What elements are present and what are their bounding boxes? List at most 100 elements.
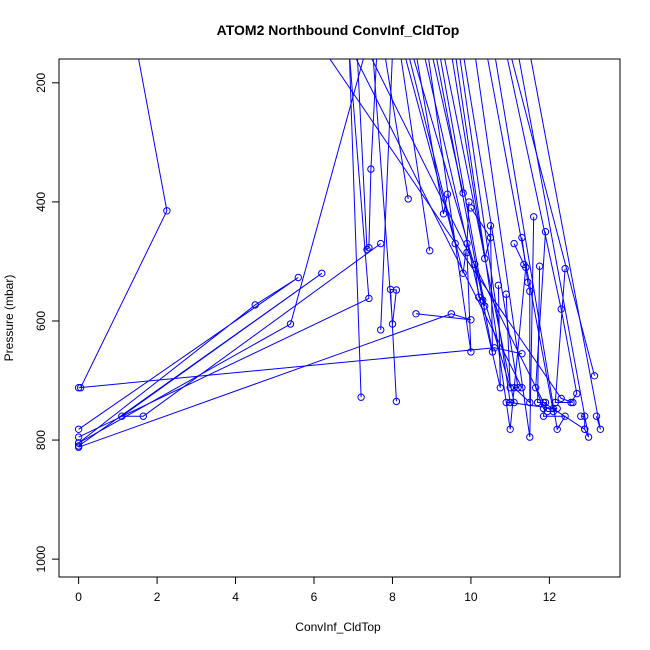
data-point [404,195,412,203]
data-point [447,310,455,318]
series-12 [385,59,412,203]
series-line [494,59,566,431]
series-line [444,59,515,403]
data-point [467,204,475,212]
series-10 [372,59,401,406]
series-4 [74,239,385,450]
data-point [541,398,550,407]
data-point [286,320,295,328]
series-line [518,59,590,438]
series-line [78,59,370,438]
series-6 [74,59,373,441]
series-5 [74,310,475,451]
series-29 [494,59,569,433]
data-point [510,384,518,392]
data-point [506,398,514,407]
series-33 [530,59,605,433]
series-15 [405,59,459,248]
data-point [539,412,548,420]
series-line [400,59,431,251]
x-tick-label: 6 [311,590,318,604]
data-point [567,398,575,407]
y-axis-label: Pressure (mbar) [2,275,16,362]
x-tick-label: 2 [154,590,161,604]
data-point [584,433,593,441]
series-line [78,277,299,444]
y-tick-label: 600 [34,311,48,331]
data-point [596,425,605,433]
data-point [377,326,385,334]
series-line [385,59,409,199]
data-point [526,287,534,295]
data-point [514,384,522,392]
series-line [459,59,558,409]
series-9 [349,59,365,401]
data-point [365,244,373,252]
series-line [506,59,578,403]
data-point [590,372,599,380]
series-line [371,59,585,430]
data-point [392,397,401,406]
series-line [530,59,601,430]
series-line [380,59,393,330]
y-tick-label: 400 [34,192,48,212]
x-tick-label: 4 [232,590,239,604]
series-32 [511,59,599,380]
series-35 [355,59,526,392]
series-line [78,313,472,448]
y-tick-label: 800 [34,430,48,450]
data-point [535,262,544,270]
data-point [496,384,504,392]
series-line [80,59,168,388]
data-point [561,412,569,420]
data-point [569,398,577,407]
series-line [428,59,472,352]
series-37 [371,59,589,433]
data-point [426,247,434,255]
series-1 [76,59,171,392]
series-line [475,59,535,438]
data-point [74,425,83,433]
series-line [355,59,523,388]
data-point [557,305,565,313]
data-point [532,384,540,392]
data-point [357,393,365,401]
data-point [526,433,534,441]
data-point [74,439,83,447]
series-36 [329,59,577,407]
series-line [78,347,523,389]
y-axis: 200 400 600 800 1000 [34,72,60,572]
data-point [467,316,475,324]
series-line [329,59,574,403]
series-line [405,59,456,244]
data-point [294,273,302,282]
series-line [416,59,448,214]
series-11 [377,59,393,334]
data-point [561,264,569,273]
data-point [524,278,532,286]
data-point [388,320,397,328]
data-point [573,389,581,398]
series-line [463,59,531,404]
data-point [510,239,518,248]
data-point [518,384,526,392]
series-31 [518,59,593,441]
series-13 [400,59,434,255]
x-tick-label: 0 [75,590,82,604]
data-point [367,165,375,173]
data-point [549,404,557,413]
data-point [251,301,259,309]
series-22 [424,59,504,392]
data-point [557,394,565,403]
series-8 [356,59,377,254]
data-point [318,269,326,277]
x-tick-label: 12 [543,590,557,604]
x-tick-label: 10 [464,590,478,604]
data-point [553,425,561,433]
data-point [539,398,548,407]
data-point [363,245,371,254]
series-line [487,59,554,412]
x-axis: 0 2 4 6 8 10 12 [75,576,557,604]
data-point [163,207,171,215]
data-point [467,348,475,356]
